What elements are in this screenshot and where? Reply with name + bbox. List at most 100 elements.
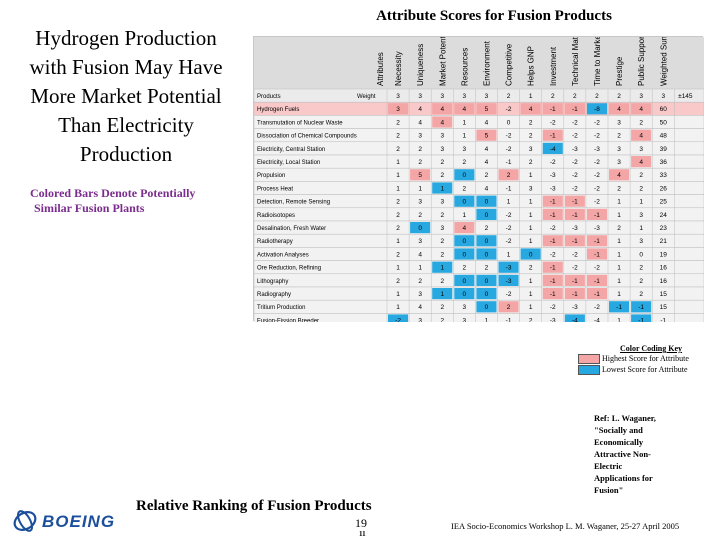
weight-value: 3 — [639, 93, 643, 100]
product-name: Dissociation of Chemical Compounds — [257, 134, 357, 140]
score-cell-color — [454, 222, 475, 234]
header-background — [254, 37, 704, 89]
score-cell: -2 — [550, 251, 556, 258]
score-cell: 1 — [396, 291, 400, 298]
score-cell-color — [542, 195, 563, 207]
score-cell: -1 — [550, 212, 556, 219]
score-cell-color — [564, 288, 585, 300]
weight-value: 3 — [418, 93, 422, 100]
attribute-score-table: Attributes Necessity Uniqueness Market Pote… — [253, 36, 704, 322]
score-cell-color — [609, 103, 630, 115]
score-cell: -1 — [594, 278, 600, 285]
score-cell: -1 — [550, 265, 556, 272]
score-cell: 2 — [529, 159, 533, 166]
reference-line: Economically — [594, 437, 644, 447]
color-legend: Color Coding Key Highest Score for Attri… — [578, 344, 714, 375]
score-cell: -2 — [594, 159, 600, 166]
score-cell-color — [564, 235, 585, 247]
score-cell: 0 — [485, 251, 489, 258]
score-cell: -2 — [395, 317, 401, 322]
score-cell-color — [498, 301, 519, 313]
score-cell: 3 — [617, 146, 621, 153]
product-name: Transmutation of Nuclear Waste — [257, 120, 343, 126]
score-cell: 2 — [529, 265, 533, 272]
reference-line: Electric — [594, 461, 623, 471]
score-cell: 5 — [418, 172, 422, 179]
score-cell-color — [564, 208, 585, 220]
score-cell: 4 — [617, 106, 621, 113]
score-cell-color — [454, 169, 475, 181]
score-cell: 1 — [617, 317, 621, 322]
column-header: Technical Maturity — [571, 37, 580, 86]
score-cell: 1 — [507, 199, 511, 206]
score-cell-color — [542, 129, 563, 141]
score-cell: 3 — [440, 133, 444, 140]
score-grid: Attributes Necessity Uniqueness Market Pote… — [254, 37, 704, 322]
score-cell-color — [454, 288, 475, 300]
score-cell: 1 — [463, 212, 467, 219]
weight-value: 2 — [573, 93, 577, 100]
score-cell: -1 — [572, 278, 578, 285]
score-cell: -4 — [550, 146, 556, 153]
score-cell: -1 — [550, 291, 556, 298]
column-header: Market Potential — [438, 37, 447, 86]
score-cell-color — [432, 116, 453, 128]
score-cell: 1 — [617, 238, 621, 245]
weight-label: Weight — [357, 94, 376, 100]
score-cell: 2 — [418, 278, 422, 285]
score-cell: 3 — [418, 317, 422, 322]
weight-value: 3 — [463, 93, 467, 100]
table-row — [254, 181, 704, 195]
score-cell: -1 — [572, 291, 578, 298]
main-title-line: Than Electricity — [58, 113, 194, 137]
score-cell-color — [476, 274, 497, 286]
score-cell: 50 — [660, 119, 668, 126]
reference-line: Attractive Non- — [594, 449, 651, 459]
score-cell: 3 — [617, 119, 621, 126]
reference-line: "Socially and — [594, 425, 643, 435]
score-cell: 4 — [639, 106, 643, 113]
score-cell: 3 — [639, 212, 643, 219]
weight-value: 3 — [661, 93, 665, 100]
score-cell: 0 — [463, 238, 467, 245]
score-cell: 1 — [529, 199, 533, 206]
score-cell: 4 — [418, 106, 422, 113]
product-name: Radiography — [257, 292, 291, 298]
subtitle-line: Colored Bars Denote Potentially — [30, 186, 196, 200]
score-cell: 1 — [639, 225, 643, 232]
score-cell: 19 — [660, 251, 668, 258]
score-cell: 1 — [440, 185, 444, 192]
score-cell: 2 — [440, 278, 444, 285]
score-cell: 1 — [529, 238, 533, 245]
score-cell: -2 — [572, 159, 578, 166]
legend-highest-label: Highest Score for Attribute — [602, 354, 689, 363]
score-cell: 1 — [463, 133, 467, 140]
column-header: Prestige — [615, 56, 624, 86]
footer-citation: IEA Socio-Economics Workshop L. M. Wagan… — [451, 521, 680, 531]
score-cell: 3 — [418, 199, 422, 206]
score-cell-color — [432, 261, 453, 273]
table-row — [254, 167, 704, 182]
score-cell: 24 — [660, 212, 668, 219]
score-cell: 3 — [440, 225, 444, 232]
score-cell: 1 — [529, 304, 533, 311]
score-cell-color — [498, 274, 519, 286]
score-cell: 3 — [440, 146, 444, 153]
score-cell: 2 — [639, 278, 643, 285]
weight-value: 2 — [617, 93, 621, 100]
score-cell: 26 — [660, 185, 668, 192]
score-cell: -1 — [594, 212, 600, 219]
score-cell-color — [476, 129, 497, 141]
score-cell: 4 — [418, 251, 422, 258]
column-header: Public Support — [637, 37, 646, 86]
score-cell: 1 — [440, 265, 444, 272]
product-name: Process Heat — [257, 186, 293, 192]
score-cell: 3 — [639, 238, 643, 245]
score-cell-color — [454, 195, 475, 207]
table-row — [254, 313, 704, 322]
score-cell: 0 — [485, 291, 489, 298]
score-cell-color — [631, 301, 652, 313]
score-cell: 0 — [485, 212, 489, 219]
score-cell: 4 — [485, 159, 489, 166]
score-cell-color — [542, 208, 563, 220]
